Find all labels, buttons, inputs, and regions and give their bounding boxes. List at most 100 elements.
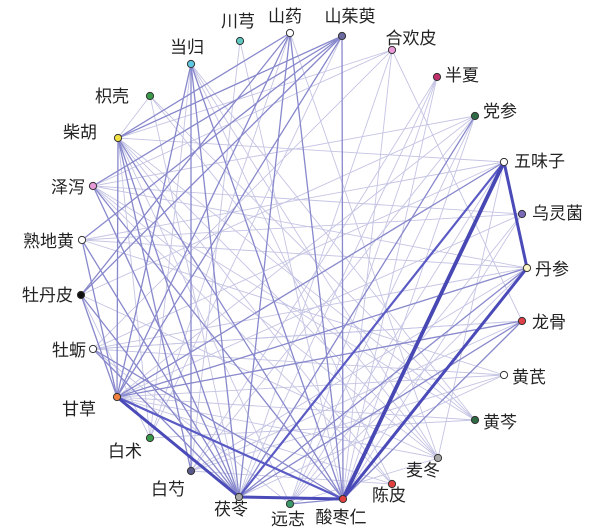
- node-huangqi[interactable]: [499, 370, 509, 380]
- edge-gancao-shanyao: [116, 32, 291, 398]
- node-dangshen[interactable]: [470, 111, 480, 121]
- label-zexie: 泽泻: [51, 178, 85, 198]
- edge-mudanpi-shanyao: [80, 32, 291, 296]
- node-danshen[interactable]: [522, 263, 532, 273]
- edge-suanzaoren-hehuanpi: [342, 49, 393, 500]
- node-suanzaoren[interactable]: [338, 494, 348, 504]
- node-fuling[interactable]: [234, 492, 244, 502]
- label-zhiqiao: 枳壳: [95, 87, 129, 107]
- edge-fuling-shudihuang: [81, 239, 240, 498]
- edge-dangshen-yuanzhi: [289, 115, 476, 505]
- edge-suanzaoren-muli: [92, 348, 344, 500]
- node-baishao[interactable]: [186, 466, 196, 476]
- node-chaihu[interactable]: [113, 133, 123, 143]
- label-danggui: 当归: [170, 38, 204, 58]
- edge-huangqin-baizhu: [149, 419, 476, 439]
- label-banxia: 半夏: [445, 66, 479, 86]
- edge-fuling-dangshen: [238, 115, 476, 498]
- edge-shudihuang-shanzhuyu: [81, 35, 343, 241]
- edge-muli-danshen: [92, 267, 528, 350]
- node-longgu[interactable]: [517, 316, 527, 326]
- edge-danshen-yuanzhi: [289, 267, 528, 505]
- edge-dangshen-baishao: [190, 115, 476, 472]
- node-mudanpi[interactable]: [76, 290, 86, 300]
- label-longgu: 龙骨: [532, 313, 566, 333]
- edge-shanzhuyu-baizhu: [149, 35, 343, 439]
- edge-zexie-dangshen: [92, 115, 476, 187]
- edge-maidong-mudanpi: [80, 294, 439, 459]
- node-yuanzhi[interactable]: [285, 499, 295, 509]
- edge-muli-huangqi: [92, 348, 505, 376]
- edge-suanzaoren-banxia: [342, 76, 438, 500]
- label-shanzhuyu: 山茱萸: [325, 7, 376, 27]
- node-zhiqiao[interactable]: [145, 91, 155, 101]
- node-shanzhuyu[interactable]: [337, 31, 347, 41]
- edge-zexie-shanzhuyu: [92, 35, 343, 187]
- edge-fuling-hehuanpi: [238, 49, 393, 498]
- label-gancao: 甘草: [62, 400, 96, 420]
- edge-maidong-yuanzhi: [289, 457, 439, 505]
- edge-gancao-chaihu: [116, 137, 119, 398]
- edge-chenpi-zexie: [92, 185, 393, 485]
- node-chuanxiong[interactable]: [235, 36, 245, 46]
- node-wulingjun[interactable]: [517, 209, 527, 219]
- edge-suanzaoren-danggui: [190, 63, 344, 500]
- label-shudihuang: 熟地黄: [23, 231, 74, 252]
- edge-gancao-danshen: [116, 267, 528, 398]
- label-maidong: 麦冬: [406, 461, 440, 481]
- edge-suanzaoren-shanyao: [289, 32, 344, 500]
- edge-gancao-wulingjun: [116, 213, 523, 398]
- label-hehuanpi: 合欢皮: [386, 29, 437, 49]
- edge-suanzaoren-danshen: [341, 266, 529, 501]
- node-chenpi[interactable]: [387, 479, 397, 489]
- edge-banxia-baishao: [190, 76, 438, 472]
- edge-fuling-danggui: [190, 63, 240, 498]
- edge-gancao-suanzaoren: [115, 395, 345, 501]
- edge-wuweizi-danshen: [502, 160, 529, 270]
- edge-wulingjun-yuanzhi: [289, 213, 523, 505]
- edge-muli-wuweizi: [92, 161, 505, 350]
- edge-longgu-baishao: [190, 320, 523, 472]
- node-wuweizi[interactable]: [499, 157, 509, 167]
- label-muli: 牡蛎: [52, 341, 86, 361]
- label-wulingjun: 乌灵菌: [532, 204, 583, 224]
- edge-zexie-danshen: [92, 185, 528, 269]
- node-shanyao[interactable]: [285, 28, 295, 38]
- edge-zhiqiao-maidong: [149, 95, 439, 459]
- node-zexie[interactable]: [88, 181, 98, 191]
- edge-chaihu-shanyao: [117, 32, 291, 139]
- edge-shanyao-maidong: [289, 32, 439, 459]
- edge-chaihu-baishao: [117, 137, 192, 472]
- node-maidong[interactable]: [433, 453, 443, 463]
- edge-gancao-wuweizi: [116, 161, 505, 398]
- edge-mudanpi-shanzhuyu: [80, 35, 343, 296]
- edge-danggui-baizhu: [149, 63, 192, 439]
- label-chuanxiong: 川芎: [221, 12, 255, 32]
- node-huangqin[interactable]: [470, 415, 480, 425]
- node-muli[interactable]: [88, 344, 98, 354]
- edge-suanzaoren-wulingjun: [342, 213, 523, 500]
- edge-gancao-longgu: [116, 320, 523, 398]
- node-danggui[interactable]: [186, 59, 196, 69]
- edge-gancao-mudanpi: [80, 294, 118, 398]
- edge-hehuanpi-chaihu: [117, 49, 393, 139]
- edge-danggui-maidong: [190, 63, 439, 459]
- edge-shudihuang-danshen: [81, 239, 528, 269]
- node-banxia[interactable]: [432, 72, 442, 82]
- edge-suanzaoren-wuweizi: [341, 160, 506, 501]
- label-danshen: 丹参: [535, 260, 569, 280]
- node-gancao[interactable]: [112, 392, 122, 402]
- node-hehuanpi[interactable]: [387, 45, 397, 55]
- label-wuweizi: 五味子: [514, 152, 565, 172]
- label-baizhu: 白术: [108, 442, 142, 462]
- edge-suanzaoren-shanzhuyu: [341, 35, 344, 500]
- edge-danshen-baishao: [190, 267, 528, 472]
- edge-chaihu-chenpi: [117, 137, 393, 485]
- edge-wuweizi-yuanzhi: [289, 161, 505, 505]
- node-baizhu[interactable]: [145, 433, 155, 443]
- label-mudanpi: 牡丹皮: [22, 286, 73, 306]
- edge-chuanxiong-baishao: [190, 40, 241, 472]
- node-shudihuang[interactable]: [77, 235, 87, 245]
